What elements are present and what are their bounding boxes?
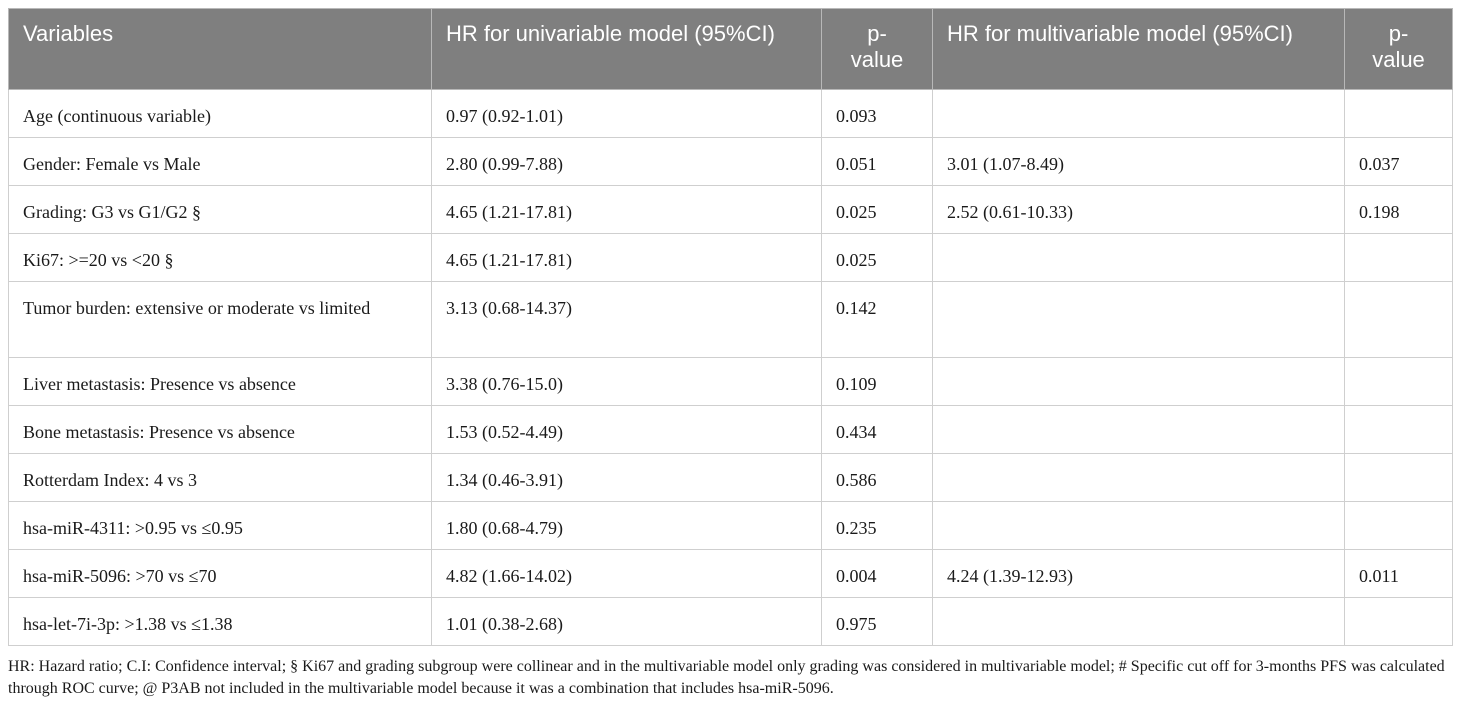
cell-hr-univariable: 4.65 (1.21-17.81) [431, 233, 822, 282]
cell-variable: Age (continuous variable) [8, 89, 432, 138]
table-row: Grading: G3 vs G1/G2 § 4.65 (1.21-17.81)… [8, 185, 1453, 234]
table-footnote: HR: Hazard ratio; C.I: Confidence interv… [8, 658, 1445, 697]
cell-p-univariable: 0.025 [821, 185, 933, 234]
cell-p-multivariable: 0.198 [1344, 185, 1453, 234]
cell-p-multivariable [1344, 405, 1453, 454]
cell-p-univariable: 0.975 [821, 597, 933, 646]
cell-hr-univariable: 2.80 (0.99-7.88) [431, 137, 822, 186]
cell-hr-multivariable [932, 501, 1345, 550]
cell-p-multivariable [1344, 453, 1453, 502]
table-row: Gender: Female vs Male 2.80 (0.99-7.88) … [8, 137, 1453, 186]
cell-p-multivariable [1344, 357, 1453, 406]
cell-p-multivariable: 0.011 [1344, 549, 1453, 598]
table-header-row: Variables HR for univariable model (95%C… [8, 8, 1453, 90]
cell-variable: Grading: G3 vs G1/G2 § [8, 185, 432, 234]
cell-p-univariable: 0.586 [821, 453, 933, 502]
cell-p-univariable: 0.142 [821, 281, 933, 358]
cell-p-univariable: 0.025 [821, 233, 933, 282]
cell-hr-univariable: 4.82 (1.66-14.02) [431, 549, 822, 598]
cell-variable: Tumor burden: extensive or moderate vs l… [8, 281, 432, 358]
cell-variable: hsa-let-7i-3p: >1.38 vs ≤1.38 [8, 597, 432, 646]
header-hr-multivariable: HR for multivariable model (95%CI) [932, 8, 1345, 90]
cell-hr-multivariable [932, 405, 1345, 454]
cell-hr-univariable: 0.97 (0.92-1.01) [431, 89, 822, 138]
cell-p-univariable: 0.434 [821, 405, 933, 454]
cell-hr-multivariable [932, 281, 1345, 358]
table-row: Liver metastasis: Presence vs absence 3.… [8, 357, 1453, 406]
cell-variable: Gender: Female vs Male [8, 137, 432, 186]
cell-p-multivariable [1344, 233, 1453, 282]
cell-variable: Bone metastasis: Presence vs absence [8, 405, 432, 454]
cell-hr-multivariable: 3.01 (1.07-8.49) [932, 137, 1345, 186]
cell-p-multivariable [1344, 597, 1453, 646]
cell-p-univariable: 0.004 [821, 549, 933, 598]
cell-hr-univariable: 3.13 (0.68-14.37) [431, 281, 822, 358]
cell-hr-multivariable [932, 597, 1345, 646]
cell-variable: hsa-miR-5096: >70 vs ≤70 [8, 549, 432, 598]
cell-hr-multivariable: 4.24 (1.39-12.93) [932, 549, 1345, 598]
cell-p-multivariable [1344, 501, 1453, 550]
cell-hr-multivariable [932, 357, 1345, 406]
cell-p-univariable: 0.235 [821, 501, 933, 550]
cell-hr-multivariable [932, 453, 1345, 502]
cell-hr-multivariable [932, 233, 1345, 282]
table-row: Rotterdam Index: 4 vs 3 1.34 (0.46-3.91)… [8, 453, 1453, 502]
cell-hr-univariable: 1.01 (0.38-2.68) [431, 597, 822, 646]
table-row: Age (continuous variable) 0.97 (0.92-1.0… [8, 89, 1453, 138]
header-p-value-multivariable-text: p- value [1372, 21, 1425, 72]
header-hr-univariable: HR for univariable model (95%CI) [431, 8, 822, 90]
cell-p-univariable: 0.051 [821, 137, 933, 186]
results-table-container: Variables HR for univariable model (95%C… [8, 8, 1453, 646]
table-row: hsa-miR-5096: >70 vs ≤70 4.82 (1.66-14.0… [8, 549, 1453, 598]
cell-variable: Liver metastasis: Presence vs absence [8, 357, 432, 406]
cell-p-univariable: 0.093 [821, 89, 933, 138]
cell-p-multivariable [1344, 89, 1453, 138]
cell-hr-multivariable [932, 89, 1345, 138]
cell-p-multivariable [1344, 281, 1453, 358]
header-p-value-multivariable: p- value [1344, 8, 1453, 90]
cell-p-multivariable: 0.037 [1344, 137, 1453, 186]
cell-hr-multivariable: 2.52 (0.61-10.33) [932, 185, 1345, 234]
hazard-ratio-table: Variables HR for univariable model (95%C… [8, 8, 1453, 646]
cell-hr-univariable: 3.38 (0.76-15.0) [431, 357, 822, 406]
cell-variable: Ki67: >=20 vs <20 § [8, 233, 432, 282]
table-row: Bone metastasis: Presence vs absence 1.5… [8, 405, 1453, 454]
cell-hr-univariable: 1.34 (0.46-3.91) [431, 453, 822, 502]
cell-hr-univariable: 4.65 (1.21-17.81) [431, 185, 822, 234]
cell-variable: hsa-miR-4311: >0.95 vs ≤0.95 [8, 501, 432, 550]
cell-variable: Rotterdam Index: 4 vs 3 [8, 453, 432, 502]
table-row: Ki67: >=20 vs <20 § 4.65 (1.21-17.81) 0.… [8, 233, 1453, 282]
table-row: hsa-miR-4311: >0.95 vs ≤0.95 1.80 (0.68-… [8, 501, 1453, 550]
table-row: hsa-let-7i-3p: >1.38 vs ≤1.38 1.01 (0.38… [8, 597, 1453, 646]
cell-hr-univariable: 1.53 (0.52-4.49) [431, 405, 822, 454]
cell-hr-univariable: 1.80 (0.68-4.79) [431, 501, 822, 550]
header-p-value-univariable-text: p- value [850, 21, 904, 72]
header-variables: Variables [8, 8, 432, 90]
table-row: Tumor burden: extensive or moderate vs l… [8, 281, 1453, 358]
header-p-value-univariable: p- value [821, 8, 933, 90]
cell-p-univariable: 0.109 [821, 357, 933, 406]
